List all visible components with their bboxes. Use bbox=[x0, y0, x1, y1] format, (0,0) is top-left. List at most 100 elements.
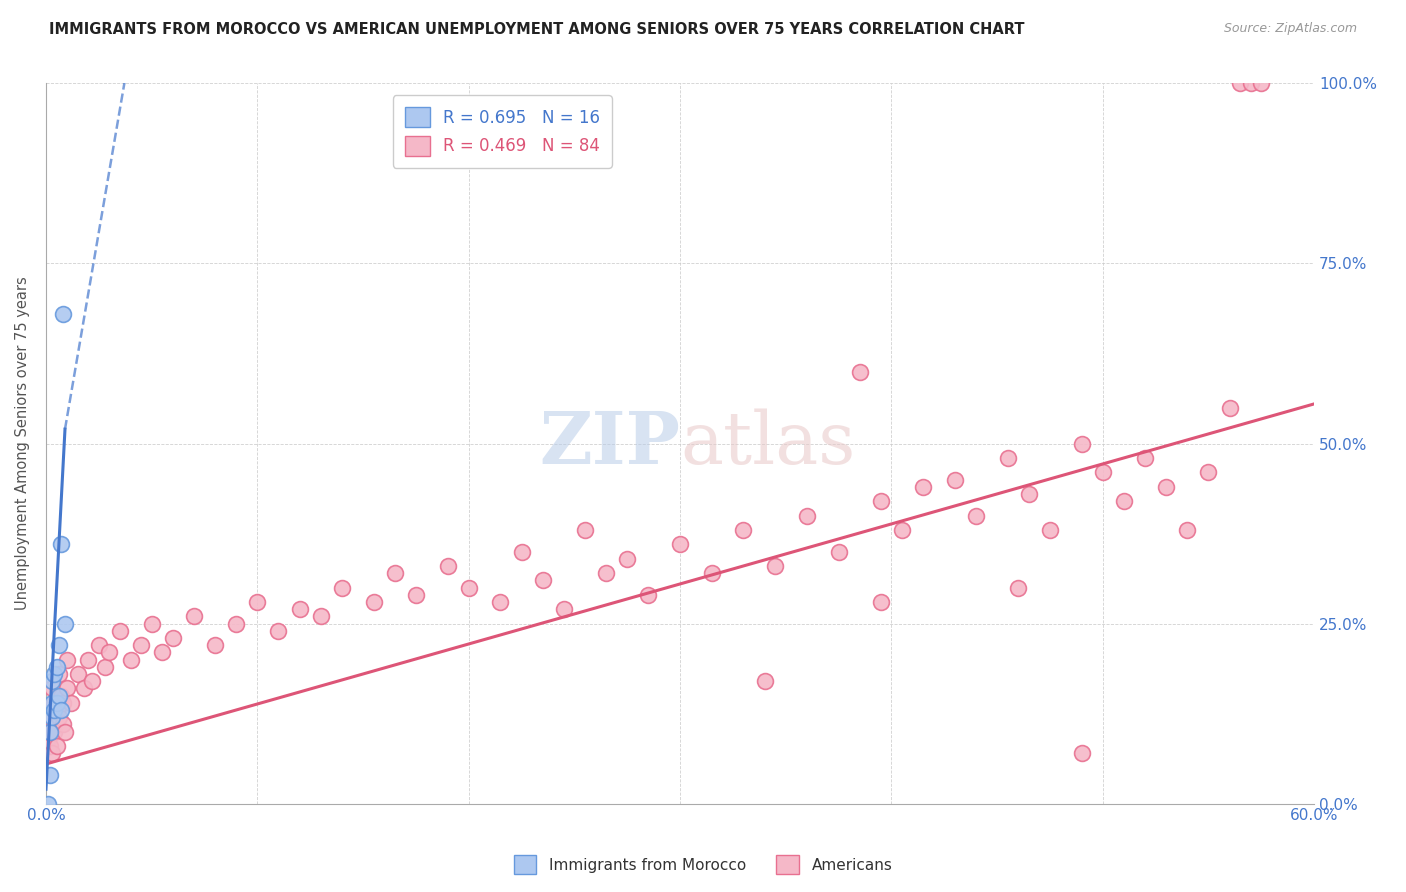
Point bbox=[98, 645, 121, 659]
Point bbox=[457, 581, 479, 595]
Point bbox=[700, 566, 723, 581]
Point bbox=[45, 739, 67, 753]
Point bbox=[60, 696, 83, 710]
Point bbox=[48, 710, 70, 724]
Point bbox=[39, 724, 62, 739]
Point bbox=[53, 724, 76, 739]
Point bbox=[41, 674, 63, 689]
Point bbox=[1133, 450, 1156, 465]
Point bbox=[77, 652, 100, 666]
Point bbox=[56, 652, 79, 666]
Point bbox=[1070, 436, 1092, 450]
Point bbox=[52, 307, 75, 321]
Legend: R = 0.695   N = 16, R = 0.469   N = 84: R = 0.695 N = 16, R = 0.469 N = 84 bbox=[394, 95, 612, 168]
Point bbox=[754, 674, 776, 689]
Point bbox=[56, 681, 79, 696]
Point bbox=[48, 689, 70, 703]
Point bbox=[129, 638, 152, 652]
Text: atlas: atlas bbox=[681, 409, 855, 479]
Point bbox=[309, 609, 332, 624]
Point bbox=[44, 703, 66, 717]
Point bbox=[1175, 523, 1198, 537]
Point bbox=[82, 674, 104, 689]
Point bbox=[669, 537, 692, 551]
Point bbox=[869, 595, 891, 609]
Point bbox=[53, 616, 76, 631]
Point bbox=[204, 638, 226, 652]
Point bbox=[267, 624, 290, 638]
Point bbox=[405, 588, 427, 602]
Point bbox=[52, 696, 75, 710]
Point bbox=[49, 703, 72, 717]
Point bbox=[637, 588, 659, 602]
Point bbox=[41, 710, 63, 724]
Point bbox=[41, 724, 63, 739]
Point bbox=[52, 717, 75, 731]
Point bbox=[41, 681, 63, 696]
Point bbox=[1250, 77, 1272, 91]
Point bbox=[965, 508, 987, 523]
Point bbox=[1091, 466, 1114, 480]
Point bbox=[796, 508, 818, 523]
Point bbox=[94, 660, 117, 674]
Point bbox=[489, 595, 512, 609]
Point bbox=[108, 624, 131, 638]
Point bbox=[436, 558, 458, 573]
Point bbox=[44, 667, 66, 681]
Point bbox=[510, 544, 533, 558]
Point bbox=[44, 724, 66, 739]
Point bbox=[45, 696, 67, 710]
Point bbox=[363, 595, 385, 609]
Point bbox=[39, 768, 62, 782]
Point bbox=[37, 731, 59, 746]
Legend: Immigrants from Morocco, Americans: Immigrants from Morocco, Americans bbox=[508, 849, 898, 880]
Point bbox=[1018, 487, 1040, 501]
Point bbox=[66, 667, 89, 681]
Point bbox=[763, 558, 786, 573]
Point bbox=[890, 523, 912, 537]
Point bbox=[44, 696, 66, 710]
Point bbox=[73, 681, 96, 696]
Text: IMMIGRANTS FROM MOROCCO VS AMERICAN UNEMPLOYMENT AMONG SENIORS OVER 75 YEARS COR: IMMIGRANTS FROM MOROCCO VS AMERICAN UNEM… bbox=[49, 22, 1025, 37]
Text: Source: ZipAtlas.com: Source: ZipAtlas.com bbox=[1223, 22, 1357, 36]
Point bbox=[162, 631, 184, 645]
Point bbox=[141, 616, 163, 631]
Point bbox=[1070, 746, 1092, 760]
Point bbox=[120, 652, 142, 666]
Point bbox=[48, 667, 70, 681]
Point bbox=[553, 602, 575, 616]
Text: ZIP: ZIP bbox=[538, 408, 681, 479]
Point bbox=[1154, 480, 1177, 494]
Point bbox=[1112, 494, 1135, 508]
Point bbox=[1240, 77, 1263, 91]
Point bbox=[531, 574, 554, 588]
Point bbox=[574, 523, 596, 537]
Point bbox=[595, 566, 617, 581]
Point bbox=[869, 494, 891, 508]
Point bbox=[150, 645, 173, 659]
Point bbox=[733, 523, 755, 537]
Point bbox=[848, 364, 870, 378]
Point bbox=[225, 616, 247, 631]
Point bbox=[912, 480, 935, 494]
Point bbox=[827, 544, 849, 558]
Point bbox=[87, 638, 110, 652]
Y-axis label: Unemployment Among Seniors over 75 years: Unemployment Among Seniors over 75 years bbox=[15, 277, 30, 610]
Point bbox=[384, 566, 406, 581]
Point bbox=[616, 551, 638, 566]
Point bbox=[288, 602, 311, 616]
Point bbox=[45, 703, 67, 717]
Point bbox=[37, 797, 59, 811]
Point bbox=[183, 609, 205, 624]
Point bbox=[37, 703, 59, 717]
Point bbox=[1007, 581, 1029, 595]
Point bbox=[49, 537, 72, 551]
Point bbox=[48, 638, 70, 652]
Point bbox=[997, 450, 1019, 465]
Point bbox=[41, 746, 63, 760]
Point bbox=[943, 473, 966, 487]
Point bbox=[1218, 401, 1240, 415]
Point bbox=[1197, 466, 1219, 480]
Point bbox=[39, 710, 62, 724]
Point bbox=[45, 660, 67, 674]
